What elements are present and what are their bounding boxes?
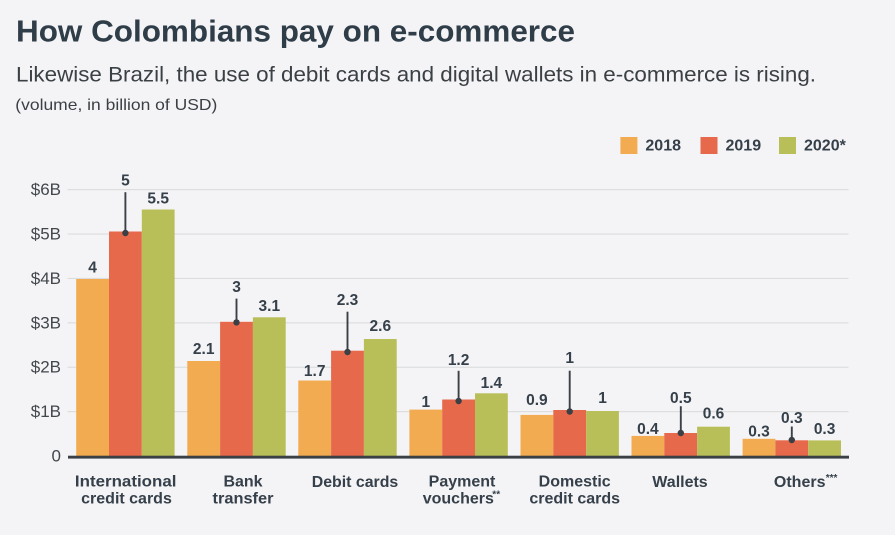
svg-text:5: 5 [121,173,130,190]
svg-text:(volume, in billion of USD): (volume, in billion of USD) [15,97,217,114]
svg-text:2019: 2019 [726,138,762,155]
svg-text:Likewise Brazil, the use of de: Likewise Brazil, the use of debit cards … [16,63,816,86]
svg-text:4: 4 [88,260,97,277]
svg-text:0.4: 0.4 [637,421,659,438]
svg-text:Debit cards: Debit cards [312,474,399,491]
svg-text:Bank: Bank [223,473,262,490]
svg-text:Wallets: Wallets [652,474,708,491]
svg-text:$1B: $1B [31,402,61,421]
svg-text:2020*: 2020* [804,138,847,155]
svg-text:0.5: 0.5 [670,390,692,407]
svg-text:International: International [75,473,177,490]
svg-text:2.3: 2.3 [337,292,359,309]
svg-text:Payment: Payment [429,473,496,490]
svg-text:credit cards: credit cards [529,490,620,507]
svg-text:0.3: 0.3 [814,421,836,438]
svg-text:credit cards: credit cards [81,490,172,507]
svg-text:$3B: $3B [31,313,61,332]
svg-text:0.3: 0.3 [748,424,770,441]
svg-text:0.6: 0.6 [703,406,725,423]
svg-text:3: 3 [232,279,241,296]
svg-text:$5B: $5B [31,225,61,244]
svg-text:2018: 2018 [645,138,681,155]
svg-text:5.5: 5.5 [147,190,169,207]
svg-text:$4B: $4B [31,269,61,288]
svg-text:transfer: transfer [213,490,274,507]
svg-text:0.3: 0.3 [781,410,803,427]
svg-text:1.2: 1.2 [448,352,470,369]
svg-text:2.1: 2.1 [193,341,215,358]
svg-text:Domestic: Domestic [539,473,611,490]
svg-text:1: 1 [565,350,574,367]
svg-text:$6B: $6B [31,180,61,199]
svg-text:0: 0 [52,447,61,466]
svg-text:1.7: 1.7 [304,363,326,380]
svg-text:**: ** [492,489,500,500]
svg-text:***: *** [826,473,838,484]
svg-text:3.1: 3.1 [259,298,281,315]
svg-text:1: 1 [598,390,607,407]
svg-text:Others: Others [774,474,826,491]
svg-text:2.6: 2.6 [370,318,392,335]
svg-text:vouchers: vouchers [423,490,494,507]
svg-text:1.4: 1.4 [481,375,503,392]
svg-text:1: 1 [421,394,430,411]
svg-text:How Colombians pay on e-commer: How Colombians pay on e-commerce [16,14,575,49]
svg-text:0.9: 0.9 [526,392,548,409]
svg-text:$2B: $2B [31,358,61,377]
